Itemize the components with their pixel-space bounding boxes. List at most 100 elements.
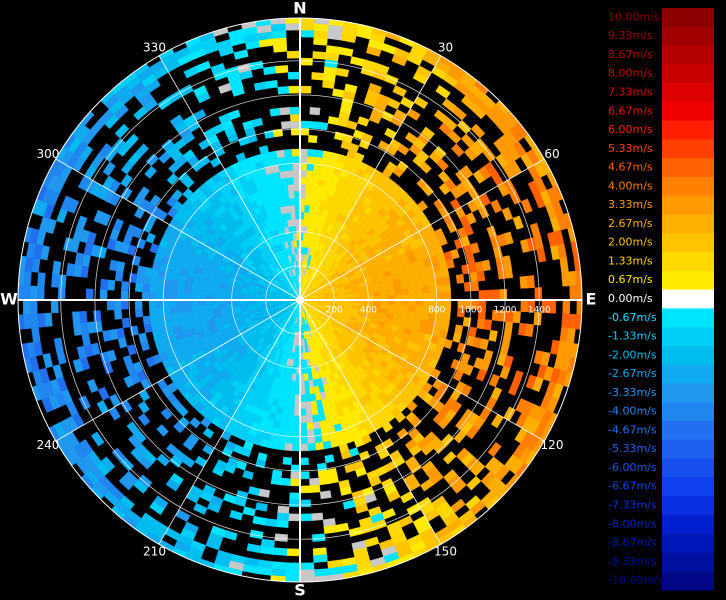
colorbar-label: 8.67m/s (608, 48, 653, 61)
radar-gate (387, 289, 396, 296)
radar-gate (306, 436, 316, 445)
colorbar-label: -9.33m/s (608, 555, 657, 568)
radar-gate (292, 422, 301, 431)
radar-gate (156, 424, 169, 437)
radar-gate (327, 474, 339, 484)
radar-gate (562, 299, 571, 315)
radar-gate (142, 283, 151, 293)
radar-gate (344, 83, 358, 94)
radar-gate (194, 455, 208, 468)
radar-gate (490, 199, 503, 214)
radar-gate (221, 446, 234, 458)
radar-gate (318, 476, 330, 486)
radar-gate (408, 305, 417, 313)
radar-gate (239, 302, 248, 307)
radar-gate (280, 477, 291, 486)
radar-gate (306, 429, 315, 438)
radar-gate (287, 71, 301, 80)
colorbar-label: 7.33m/s (608, 85, 653, 98)
colorbar-label: -7.33m/s (608, 499, 657, 512)
radar-gate (502, 332, 512, 345)
radar-gate (290, 113, 301, 122)
colorbar-swatch (662, 514, 714, 535)
radar-gate (408, 287, 417, 295)
radar-gate (37, 272, 46, 287)
colorbar-swatch (662, 214, 714, 234)
radar-gate (160, 407, 173, 421)
radar-gate (313, 554, 328, 563)
radar-gate (357, 116, 370, 127)
center-marker (296, 296, 304, 304)
radar-gate (274, 178, 283, 187)
radar-gate (393, 283, 402, 291)
radar-gate (314, 435, 323, 444)
radar-gate (178, 317, 187, 326)
radar-gate (307, 442, 317, 452)
radar-gate (169, 292, 178, 301)
radar-gate (30, 313, 39, 329)
radar-gate (290, 120, 301, 129)
radar-gate (155, 292, 164, 301)
radar-gate (198, 309, 207, 317)
radar-gate (419, 161, 432, 174)
radar-gate (568, 270, 577, 287)
radar-gate (138, 332, 148, 343)
radar-gate (383, 73, 399, 86)
radar-gate (368, 82, 382, 94)
radar-gate (435, 314, 444, 323)
radar-gate (309, 484, 321, 493)
radar-gate (277, 505, 290, 514)
colorbar-swatch (662, 496, 714, 516)
radar-gate (325, 45, 341, 55)
radar-gate (443, 291, 452, 301)
radar-gate (288, 190, 295, 199)
radar-gate (292, 436, 301, 445)
radar-gate (312, 51, 327, 60)
radar-gate (303, 373, 309, 382)
radar-gate (136, 238, 147, 250)
radar-gate (487, 441, 502, 457)
radar-gate (202, 427, 215, 439)
radar-gate (400, 282, 409, 290)
radar-gate (142, 275, 152, 285)
radar-gate (454, 324, 464, 335)
radar-gate (285, 162, 294, 171)
radar-gate (394, 304, 403, 311)
radar-gate (361, 132, 374, 144)
radar-gate (251, 117, 264, 128)
radar-gate (385, 31, 402, 42)
radar-gate (279, 421, 288, 430)
colorbar-swatch (662, 252, 714, 272)
colorbar-label: 4.00m/s (608, 179, 653, 192)
radar-gate (287, 408, 295, 417)
radar-gate (442, 451, 457, 465)
radar-gate (176, 286, 185, 295)
colorbar-label: -1.33m/s (608, 330, 657, 343)
radar-gate (437, 235, 448, 247)
colorbar-swatch (662, 402, 714, 422)
radar-gate (173, 421, 186, 434)
radar-gate (285, 22, 301, 31)
radar-gate (305, 176, 314, 185)
radar-gate (126, 421, 140, 435)
radar-gate (148, 283, 158, 293)
radar-gate (559, 257, 569, 273)
radar-gate (422, 184, 434, 197)
radar-gate (401, 305, 410, 312)
radar-gate (508, 381, 520, 396)
radar-gate (56, 207, 68, 224)
range-label: 400 (360, 306, 377, 316)
radar-gate (299, 443, 309, 452)
radar-gate (509, 189, 522, 205)
radar-gate (145, 232, 156, 244)
radar-gate (355, 466, 367, 478)
colorbar-label: 6.67m/s (608, 104, 653, 117)
radar-gate (501, 206, 514, 222)
radar-gate (81, 333, 91, 347)
radar-gate (130, 447, 145, 462)
radar-gate (273, 547, 288, 556)
radar-gate (452, 479, 467, 494)
radar-gate (576, 285, 583, 301)
radar-gate (286, 548, 301, 557)
radar-gate (305, 190, 312, 199)
